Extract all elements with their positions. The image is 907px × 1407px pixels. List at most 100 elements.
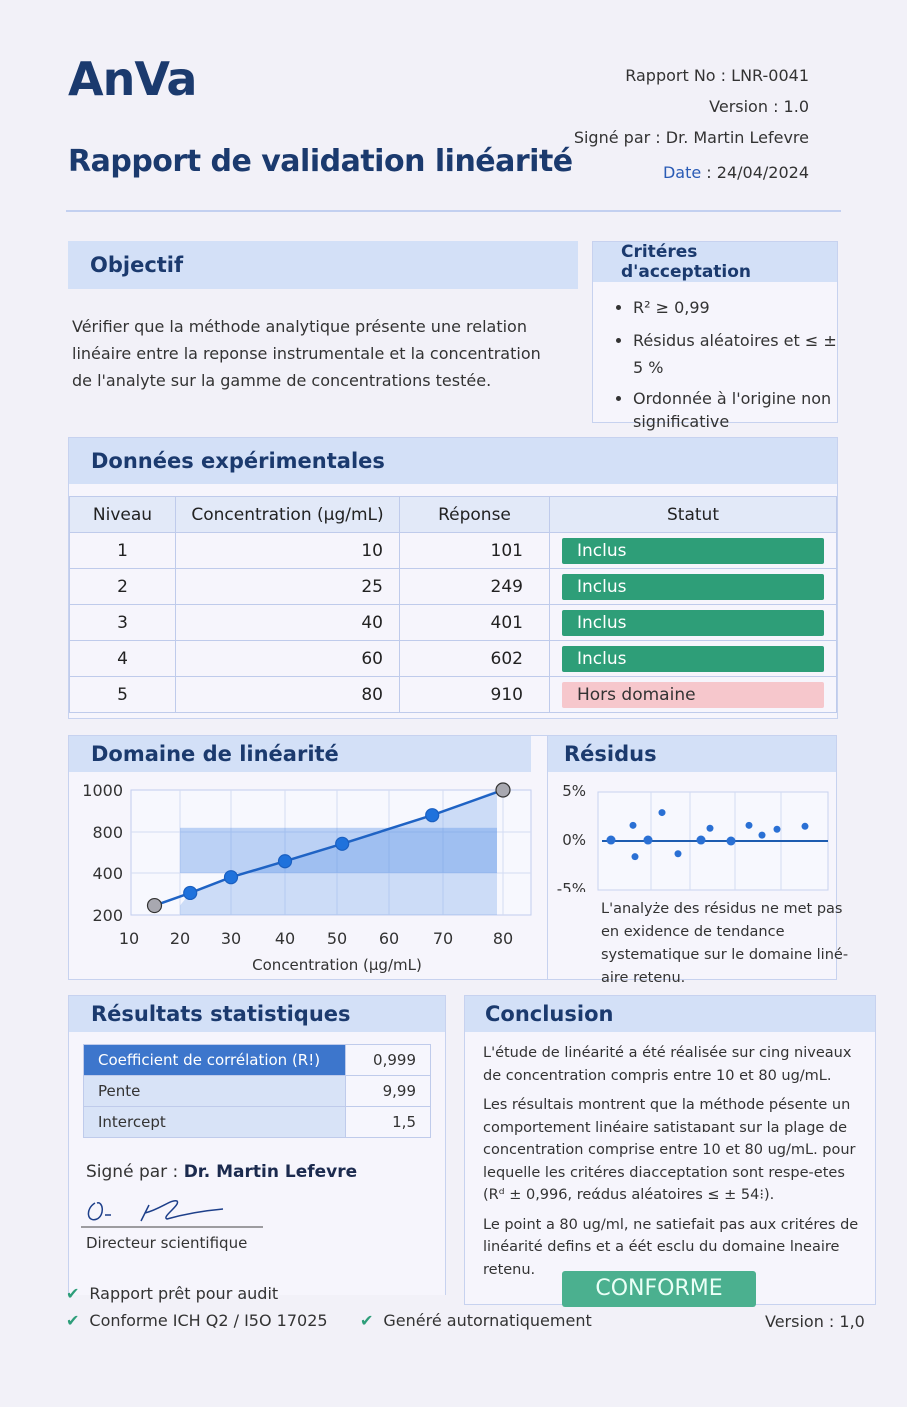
stats-title: Résultats statistiques [69, 996, 445, 1032]
report-no-label: Rapport No : [625, 66, 727, 85]
y-tick-label: 800 [92, 823, 123, 842]
signed-by: Dr. Martin Lefevre [183, 1162, 358, 1182]
signed-label: Signé par : [573, 128, 661, 147]
donnees-title: Données expérimentales [69, 438, 837, 484]
residual-point [606, 835, 616, 845]
logo: AnVa [68, 52, 197, 106]
residual-point [726, 836, 736, 846]
signature [81, 1200, 263, 1228]
status-badge: Inclus [562, 573, 824, 600]
status-badge: Hors domaine [562, 681, 824, 708]
critere-item: R² ≥ 0,99 [633, 294, 837, 321]
signed-by: Dr. Martin Lefevre [665, 128, 809, 147]
divider [66, 210, 841, 212]
y-tick-label: 1000 [82, 781, 123, 800]
criteres-title: Critéres d'acceptation [593, 242, 837, 282]
x-tick-label: 20 [170, 929, 190, 948]
residual-point [658, 809, 666, 817]
conclusion-p3: Le point a 80 ug/ml, ne satiefait pas au… [483, 1216, 859, 1278]
check-icon: ✔ [360, 1311, 374, 1330]
residual-point [801, 822, 809, 830]
x-tick-label: 70 [433, 929, 453, 948]
x-tick-label: 10 [119, 929, 139, 948]
cell-niveau: 2 [69, 568, 176, 605]
critere-item: Ordonnée à l'origine non significative [633, 387, 837, 433]
cell-concentration: 25 [175, 568, 400, 605]
status-badge: Inclus [562, 537, 824, 564]
check-icon: ✔ [66, 1284, 80, 1303]
check-ich: ✔ Conforme ICH Q2 / I5O 17025 [66, 1311, 328, 1330]
table-row: 1 10 101 Inclus [69, 532, 837, 569]
linearite-panel: Domaine de linéarité 200 400 800 1000 10 20 30… [68, 735, 548, 980]
conclusion-p1: L'étude de linéarité a été réalisée sur … [483, 1045, 852, 1084]
objectif-title: Objectif [68, 241, 578, 289]
y-tick-label: -5% [557, 880, 586, 892]
date-label: Date [662, 163, 702, 182]
linearite-title: Domaine de linéarité [69, 736, 531, 772]
residus-text: L'analyże des résidus ne met pas en exid… [601, 901, 849, 986]
status-badge: Inclus [562, 609, 824, 636]
linearity-chart: 200 400 800 1000 10 20 30 40 50 60 70 80 Concentrati… [82, 781, 532, 974]
critere-item: Résidus aléatoires et ≤ ± 5 % [633, 327, 837, 381]
stat-value: 0,999 [345, 1044, 431, 1076]
signed-label: Signé par : [86, 1162, 179, 1182]
residual-point [706, 824, 714, 832]
stats-table: Coefficient de corrélation (R!) 0,999 Pen… [83, 1044, 431, 1138]
report-meta: Rapport No : LNR-0041 Version : 1.0 Sign… [573, 66, 809, 182]
data-point [183, 885, 198, 901]
data-point [335, 836, 350, 851]
check-text: Rapport prêt pour audit [89, 1284, 279, 1303]
data-table: Niveau Concentration (µg/mL) Réponse Statut… [69, 496, 837, 713]
col-statut: Statut [549, 496, 837, 533]
cell-concentration: 10 [175, 532, 400, 569]
x-tick-label: 60 [379, 929, 399, 948]
cell-reponse: 602 [399, 640, 550, 677]
stats-panel: Résultats statistiques Coefficient de co… [68, 995, 446, 1295]
check-audit: ✔ Rapport prêt pour audit [66, 1284, 278, 1303]
data-point [277, 854, 293, 869]
cell-reponse: 401 [399, 604, 550, 641]
check-text: Conforme ICH Q2 / I5O 17025 [89, 1311, 328, 1330]
residual-point [696, 835, 706, 845]
residual-point [643, 835, 653, 845]
residual-point [674, 850, 682, 858]
data-point [223, 870, 239, 885]
col-niveau: Niveau [69, 496, 176, 533]
y-tick-label: 0% [562, 831, 586, 849]
y-tick-label: 200 [92, 906, 123, 925]
cell-concentration: 80 [175, 676, 400, 713]
residus-chart: 5% 0% -5% [557, 782, 829, 898]
plot-area [130, 789, 532, 916]
cell-concentration: 40 [175, 604, 400, 641]
table-row: 2 25 249 Inclus [69, 568, 837, 605]
criteres-panel: Critéres d'acceptation R² ≥ 0,99 Résidus… [592, 241, 838, 431]
cell-niveau: 4 [69, 640, 176, 677]
cell-reponse: 101 [399, 532, 550, 569]
residus-title: Résidus [548, 736, 836, 772]
check-text: Genéré autornatiquement [383, 1311, 592, 1330]
stat-value: 1,5 [345, 1106, 431, 1138]
cell-niveau: 5 [69, 676, 176, 713]
stat-label: Pente [83, 1075, 346, 1107]
residual-point [631, 853, 639, 861]
cell-concentration: 60 [175, 640, 400, 677]
cell-reponse: 249 [399, 568, 550, 605]
date: 24/04/2024 [716, 163, 809, 182]
stat-label: Coefficient de corrélation (R!) [83, 1044, 346, 1076]
footer-version: Version : 1,0 [765, 1312, 865, 1331]
linear-range-band [180, 827, 497, 873]
cell-reponse: 910 [399, 676, 550, 713]
conclusion-title: Conclusion [465, 996, 875, 1032]
x-axis-label: Concentration (µg/mL) [252, 956, 422, 974]
col-reponse: Réponse [399, 496, 550, 533]
table-row: 4 60 602 Inclus [69, 640, 837, 677]
conforme-badge: CONFORME [562, 1271, 756, 1307]
stat-label: Intercept [83, 1106, 346, 1138]
excluded-point [146, 897, 163, 914]
page-title: Rapport de validation linéarité [68, 144, 573, 179]
table-row: 3 40 401 Inclus [69, 604, 837, 641]
excluded-point [495, 782, 511, 798]
check-generated: ✔ Genéré autornatiquement [360, 1311, 592, 1330]
conclusion-panel: Conclusion L'étude de linéarité a été ré… [464, 995, 876, 1307]
donnees-panel: Données expérimentales Niveau Concentrati… [68, 437, 838, 719]
